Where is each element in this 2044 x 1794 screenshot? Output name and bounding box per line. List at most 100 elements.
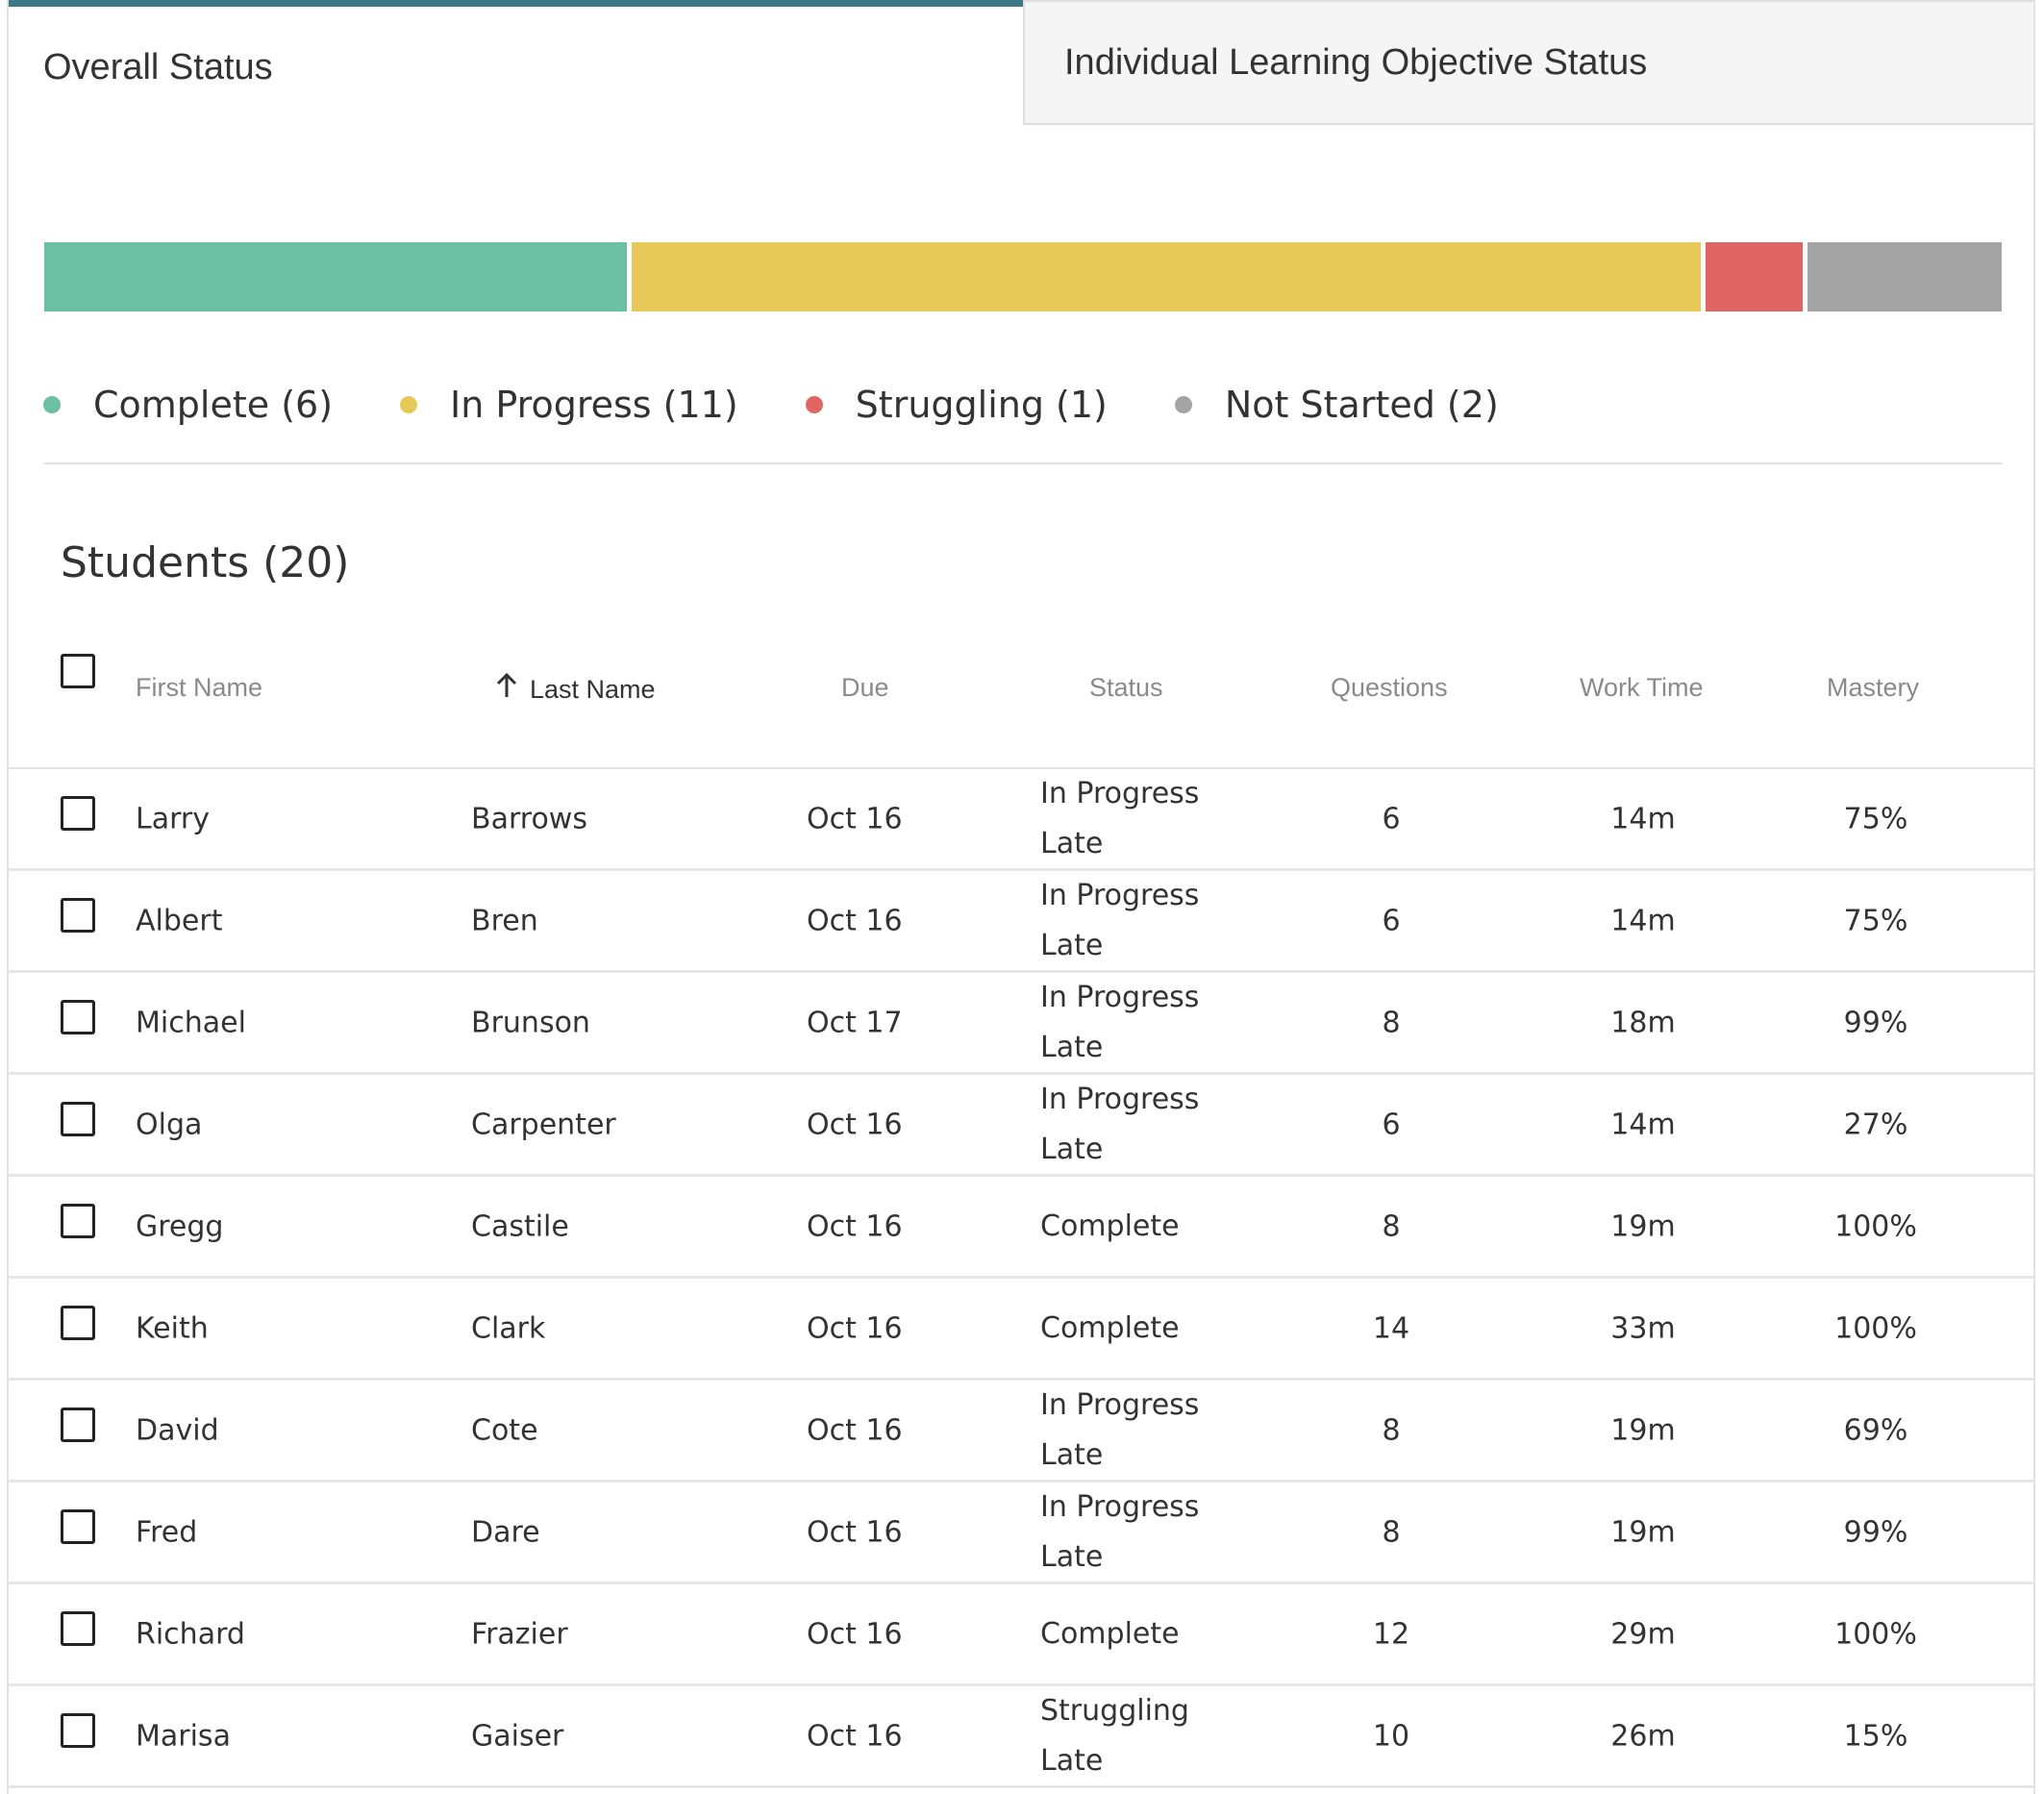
legend-item-not-started: Not Started (2) [1174,384,1499,426]
row-select-checkbox[interactable] [61,1102,95,1136]
cell-last-name: Frazier [471,1617,568,1651]
column-header-mastery[interactable]: Mastery [1827,673,1920,702]
cell-last-name: Brunson [471,1006,590,1039]
row-select-checkbox[interactable] [61,796,95,831]
cell-due-date: Oct 16 [807,802,903,835]
cell-mastery: 100% [1834,1311,1917,1345]
table-row[interactable]: David Cote Oct 16 In Progress Late 8 19m 69% [9,1381,2033,1483]
status-text: In Progress [1040,1387,1200,1422]
row-select-checkbox[interactable] [61,1306,95,1340]
cell-status: In Progress Late [1040,1381,1199,1480]
status-bar-segment-in-progress [632,242,1701,311]
column-header-questions[interactable]: Questions [1331,673,1448,702]
cell-work-time: 19m [1610,1413,1676,1447]
tab-overall-status[interactable]: Overall Status [9,0,1023,125]
cell-questions: 6 [1382,904,1401,937]
table-row[interactable]: Fred Dare Oct 16 In Progress Late 8 19m 99% [9,1483,2033,1584]
cell-first-name: Keith [136,1311,209,1345]
table-row[interactable]: Marisa Gaiser Oct 16 Struggling Late 10 26m 15% [9,1686,2033,1788]
table-row[interactable]: Larry Barrows Oct 16 In Progress Late 6 14m 75% [9,769,2033,871]
row-select-checkbox[interactable] [61,898,95,933]
cell-due-date: Oct 16 [807,1108,903,1141]
column-header-last-name-label: Last Name [530,675,656,704]
cell-last-name: Barrows [471,802,587,835]
cell-work-time: 29m [1610,1617,1676,1651]
status-text: Complete [1040,1616,1180,1651]
column-header-work-time[interactable]: Work Time [1580,673,1704,702]
status-text: Complete [1040,1310,1180,1345]
legend-item-complete: Complete (6) [43,384,333,426]
legend-label: Complete (6) [93,384,334,426]
table-header: First Name Last Name Due Status Question… [9,654,2033,769]
cell-mastery: 15% [1843,1719,1908,1753]
table-row[interactable]: Albert Bren Oct 16 In Progress Late 6 14m 75% [9,871,2033,973]
cell-first-name: Albert [136,904,223,937]
late-flag: Late [1040,1539,1104,1574]
row-select-checkbox[interactable] [61,1509,95,1544]
late-flag: Late [1040,1030,1104,1064]
late-flag: Late [1040,928,1104,962]
table-row[interactable]: Keith Clark Oct 16 Complete 14 33m 100% [9,1279,2033,1381]
status-distribution-bar [44,242,2002,311]
table-row[interactable]: Richard Frazier Oct 16 Complete 12 29m 100% [9,1584,2033,1686]
table-row[interactable]: Michael Brunson Oct 17 In Progress Late 8 18m 9… [9,973,2033,1075]
cell-first-name: Michael [136,1006,246,1039]
table-row[interactable]: Olga Carpenter Oct 16 In Progress Late 6 14m 27… [9,1075,2033,1177]
cell-due-date: Oct 16 [807,1413,903,1447]
sort-ascending-icon [495,672,518,706]
legend-label: In Progress (11) [450,384,738,426]
cell-mastery: 75% [1843,802,1908,835]
cell-work-time: 14m [1610,802,1676,835]
column-header-status[interactable]: Status [1089,673,1163,702]
cell-mastery: 27% [1843,1108,1908,1141]
cell-first-name: David [136,1413,219,1447]
cell-questions: 8 [1382,1006,1401,1039]
assignment-status-panel: Overall Status Individual Learning Objec… [7,0,2035,1794]
cell-work-time: 14m [1610,904,1676,937]
cell-mastery: 99% [1843,1515,1908,1549]
late-flag: Late [1040,1132,1104,1166]
legend-label: Not Started (2) [1224,384,1499,426]
column-header-due[interactable]: Due [841,673,889,702]
cell-questions: 10 [1372,1719,1410,1753]
cell-last-name: Cote [471,1413,538,1447]
cell-first-name: Larry [136,802,210,835]
table-row[interactable]: Gregg Castile Oct 16 Complete 8 19m 100% [9,1177,2033,1279]
row-select-checkbox[interactable] [61,1713,95,1748]
cell-work-time: 14m [1610,1108,1676,1141]
status-text: Complete [1040,1208,1180,1243]
tab-individual-learning-objective-status[interactable]: Individual Learning Objective Status [1023,0,2033,125]
status-text: In Progress [1040,776,1200,810]
cell-questions: 6 [1382,1108,1401,1141]
cell-questions: 8 [1382,1209,1401,1243]
cell-mastery: 75% [1843,904,1908,937]
cell-mastery: 69% [1843,1413,1908,1447]
cell-status: Complete [1040,1584,1180,1683]
cell-due-date: Oct 16 [807,1209,903,1243]
cell-due-date: Oct 16 [807,1515,903,1549]
legend-dot-icon [43,396,61,413]
cell-first-name: Richard [136,1617,245,1651]
cell-mastery: 100% [1834,1209,1917,1243]
row-select-checkbox[interactable] [61,1204,95,1238]
column-header-last-name[interactable]: Last Name [495,672,656,706]
cell-questions: 8 [1382,1413,1401,1447]
row-select-checkbox[interactable] [61,1611,95,1646]
status-bar-segment-not-started [1807,242,2002,311]
legend-item-in-progress: In Progress (11) [400,384,738,426]
cell-questions: 14 [1372,1311,1410,1345]
students-heading: Students (20) [61,538,350,587]
cell-work-time: 19m [1610,1209,1676,1243]
row-select-checkbox[interactable] [61,1000,95,1034]
column-header-first-name[interactable]: First Name [136,673,263,702]
cell-status: In Progress Late [1040,769,1199,868]
cell-questions: 8 [1382,1515,1401,1549]
cell-status: In Progress Late [1040,973,1199,1072]
section-divider [44,462,2002,464]
cell-due-date: Oct 16 [807,904,903,937]
row-select-checkbox[interactable] [61,1408,95,1442]
status-text: In Progress [1040,980,1200,1014]
status-text: In Progress [1040,1082,1200,1116]
cell-first-name: Marisa [136,1719,231,1753]
select-all-checkbox[interactable] [61,654,95,688]
